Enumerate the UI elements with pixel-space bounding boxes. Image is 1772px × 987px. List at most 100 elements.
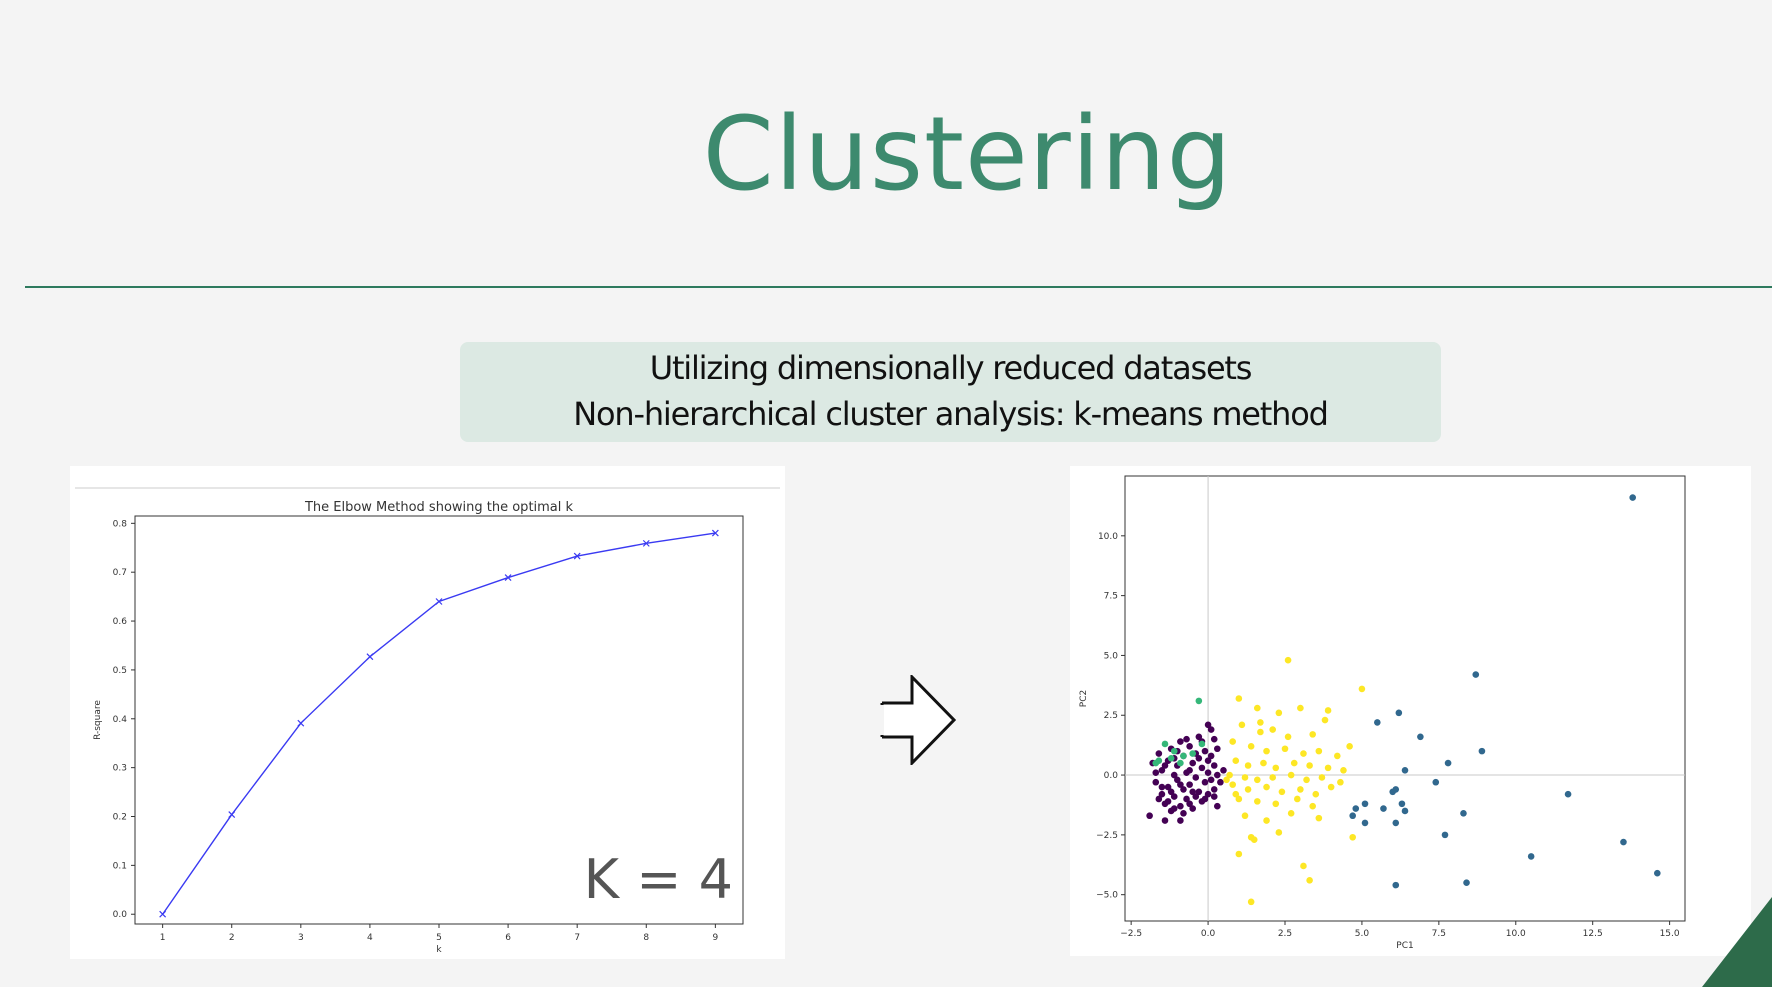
cluster-4-point — [1272, 800, 1280, 808]
cluster-1-point — [1195, 755, 1203, 762]
cluster-3-point — [1189, 750, 1196, 757]
cluster-4-point — [1290, 759, 1298, 767]
cluster-1-point — [1158, 790, 1166, 798]
cluster-2-point — [1620, 838, 1627, 846]
cluster-4-point — [1287, 771, 1295, 779]
cluster-4-point — [1235, 695, 1243, 702]
cluster-4-point — [1235, 795, 1243, 803]
cluster-2-point — [1472, 671, 1480, 678]
cluster-1-point — [1152, 769, 1160, 776]
cluster-1-point — [1186, 800, 1193, 808]
y-tick-label: 0.8 — [113, 519, 128, 529]
cluster-1-point — [1186, 766, 1193, 774]
cluster-1-point — [1158, 766, 1166, 774]
elbow-point — [711, 529, 719, 537]
cluster-1-point — [1158, 783, 1166, 791]
y-tick-label: 0.0 — [1104, 771, 1119, 781]
cluster-1-point — [1164, 783, 1172, 791]
x-tick-label: 15.0 — [1660, 929, 1680, 939]
elbow-chart-panel: The Elbow Method showing the optimal k 1 2… — [70, 466, 785, 959]
cluster-4-point — [1309, 731, 1316, 738]
slide-title: Clustering — [702, 95, 1233, 214]
cluster-2-point — [1392, 819, 1400, 827]
cluster-1-point — [1189, 759, 1196, 767]
cluster-4-point — [1300, 862, 1307, 870]
cluster-2-point — [1444, 759, 1452, 767]
cluster-1-point — [1177, 781, 1184, 788]
x-tick-label: 9 — [712, 933, 718, 943]
elbow-point — [297, 719, 305, 727]
cluster-3-point — [1170, 747, 1178, 755]
y-tick-label: 0.7 — [113, 568, 127, 578]
cluster-1-point — [1204, 757, 1212, 765]
cluster-4-point — [1309, 802, 1316, 810]
elbow-chart: The Elbow Method showing the optimal k 1 2… — [75, 487, 780, 955]
cluster-4-point — [1303, 776, 1310, 784]
cluster-4-point — [1260, 759, 1267, 767]
cluster-1-point — [1204, 721, 1212, 729]
cluster-3-point — [1177, 759, 1184, 767]
cluster-1-point — [1210, 793, 1218, 800]
cluster-4-point — [1247, 898, 1255, 906]
x-tick-label: 8 — [643, 933, 649, 943]
cluster-1-point — [1204, 790, 1212, 798]
y-tick-label: 10.0 — [1098, 532, 1118, 542]
cluster-4-point — [1241, 812, 1249, 820]
cluster-1-point — [1180, 810, 1187, 817]
y-tick-label: 7.5 — [1104, 592, 1118, 602]
subtitle-line-1: Utilizing dimensionally reduced datasets — [649, 349, 1253, 387]
elbow-point — [159, 910, 167, 918]
cluster-4-point — [1327, 783, 1335, 791]
elbow-point — [642, 539, 650, 547]
cluster-1-point — [1210, 762, 1218, 769]
y-tick-label: 0.3 — [113, 764, 127, 774]
elbow-point — [228, 811, 236, 818]
cluster-2-point — [1361, 800, 1369, 808]
x-tick-label: 6 — [505, 933, 511, 943]
cluster-2-point — [1564, 790, 1572, 798]
cluster-4-point — [1232, 757, 1240, 765]
cluster-4-point — [1272, 764, 1280, 772]
cluster-4-point — [1321, 716, 1329, 724]
scatter-chart-panel: −2.5 0.0 2.5 5.0 7.5 10.0 12.5 15.0 −5.0 −2.5 0.0 2… — [1070, 466, 1751, 956]
cluster-4-point — [1324, 764, 1332, 772]
x-tick-label: 4 — [367, 933, 373, 943]
cluster-1-point — [1170, 771, 1178, 779]
cluster-1-point — [1183, 795, 1190, 803]
cluster-2-point — [1374, 719, 1381, 726]
cluster-4-point — [1235, 850, 1243, 858]
cluster-1-point — [1167, 788, 1175, 796]
cluster-4-point — [1306, 877, 1313, 884]
cluster-3-point — [1198, 740, 1206, 748]
cluster-1-point — [1207, 726, 1215, 733]
cluster-4-point — [1269, 774, 1276, 781]
cluster-4-point — [1346, 743, 1353, 750]
plot-frame — [1124, 475, 1686, 922]
cluster-1-point — [1214, 771, 1221, 779]
cluster-1-point — [1210, 786, 1218, 793]
x-tick-label: 12.5 — [1583, 929, 1603, 939]
cluster-1-point — [1170, 805, 1178, 812]
x-tick-label: 5 — [436, 933, 442, 943]
corner-decoration — [1702, 897, 1772, 987]
cluster-1-point — [1161, 817, 1169, 824]
cluster-4-point — [1254, 704, 1261, 712]
cluster-2-point — [1398, 800, 1406, 808]
cluster-4-point — [1229, 781, 1236, 788]
cluster-4-point — [1297, 786, 1304, 793]
x-tick-label: −2.5 — [1120, 929, 1142, 939]
cluster-4-point — [1334, 752, 1341, 760]
cluster-3-point — [1161, 740, 1169, 748]
elbow-point — [504, 574, 512, 581]
cluster-2-point — [1478, 747, 1486, 755]
cluster-4-point — [1263, 783, 1270, 791]
cluster-1-point — [1186, 781, 1193, 788]
cluster-4-point — [1349, 833, 1356, 841]
cluster-4-point — [1324, 707, 1332, 714]
title-divider — [25, 286, 1772, 288]
cluster-2-point — [1352, 805, 1360, 812]
cluster-4-point — [1297, 704, 1304, 712]
x-tick-label: 7.5 — [1432, 929, 1446, 939]
cluster-4-point — [1257, 719, 1264, 726]
cluster-4-point — [1340, 766, 1347, 774]
